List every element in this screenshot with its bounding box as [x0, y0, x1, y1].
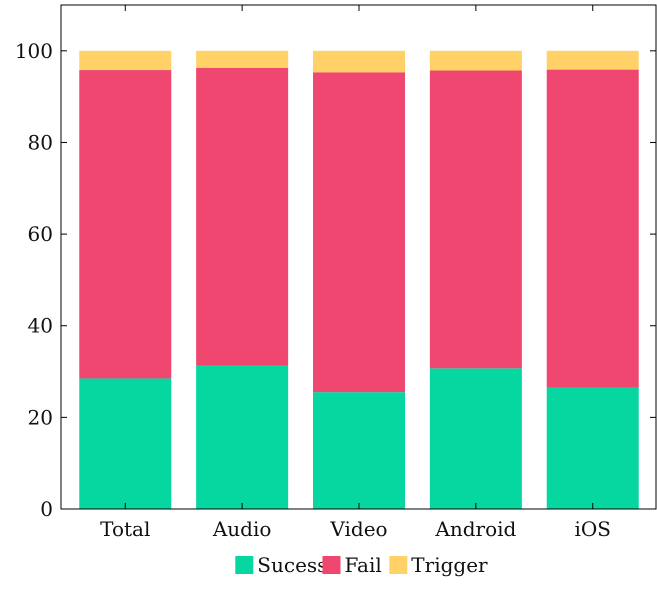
bar-video-sucess [313, 392, 405, 509]
x-tick-label-android: Android [434, 517, 516, 541]
bar-android-fail [429, 70, 522, 369]
legend-label-fail: Fail [345, 553, 382, 577]
legend-label-trigger: Trigger [411, 553, 488, 577]
bar-video-fail [313, 72, 405, 393]
y-tick-label: 100 [15, 39, 53, 63]
legend-swatch-trigger [389, 556, 408, 574]
bar-ios-sucess [546, 387, 639, 509]
bar-ios-fail [546, 69, 639, 388]
y-tick-label: 20 [28, 405, 53, 429]
y-tick-label: 60 [28, 222, 53, 246]
legend-label-sucess: Sucess [257, 553, 327, 577]
bar-ios-trigger [546, 50, 639, 70]
legend: Sucess Fail Trigger [235, 553, 488, 577]
bars-layer [79, 50, 639, 509]
bar-audio-trigger [196, 50, 289, 68]
bar-total-fail [79, 70, 172, 379]
bar-audio-fail [196, 67, 289, 366]
x-tick-label-ios: iOS [574, 517, 611, 541]
bar-video-trigger [313, 50, 405, 73]
bar-total-trigger [79, 50, 172, 71]
bar-total-sucess [79, 378, 172, 509]
axes-layer: 0 20 40 60 80 100 Total Audio Video Android iOS [15, 4, 657, 541]
x-tick-label-total: Total [100, 517, 150, 541]
legend-swatch-sucess [235, 556, 254, 574]
y-tick-label: 80 [28, 130, 53, 154]
x-tick-label-audio: Audio [212, 517, 272, 541]
bar-audio-sucess [196, 365, 289, 509]
legend-swatch-fail [322, 556, 341, 574]
y-tick-label: 0 [40, 497, 53, 521]
bar-android-sucess [429, 368, 522, 509]
y-tick-label: 40 [28, 314, 53, 338]
bar-android-trigger [429, 50, 522, 71]
x-tick-label-video: Video [329, 517, 387, 541]
